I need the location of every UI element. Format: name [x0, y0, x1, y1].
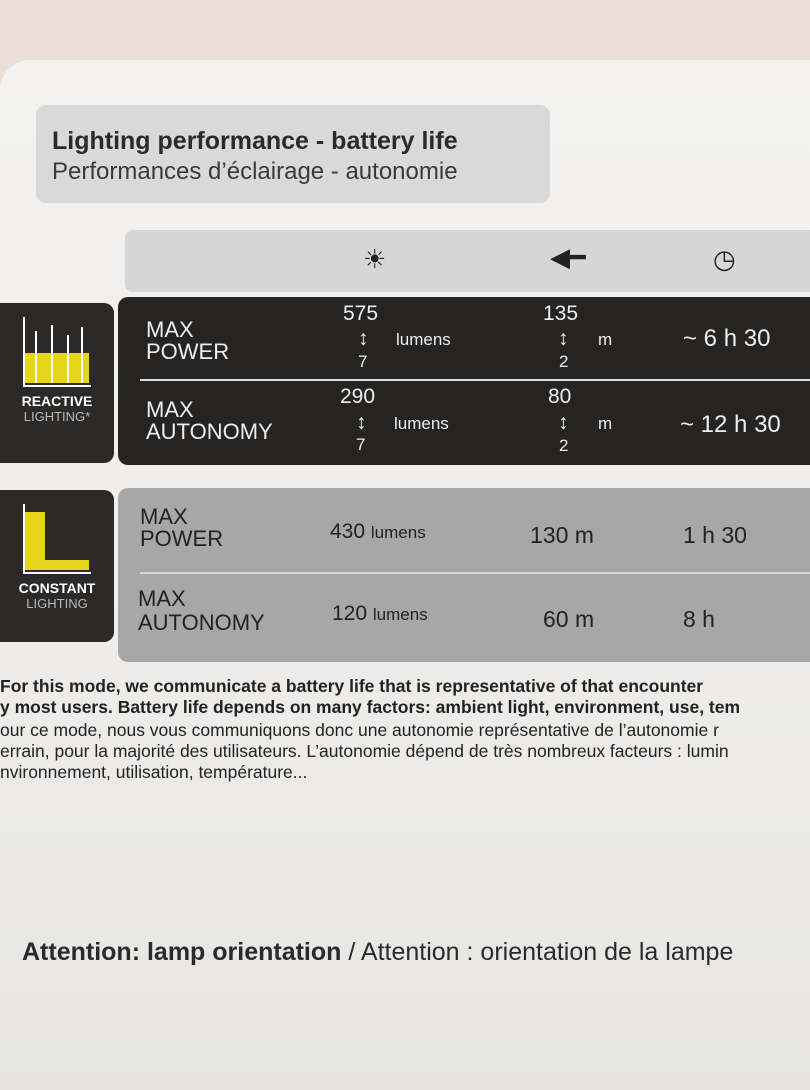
distance-max: 135 — [543, 302, 579, 325]
constant-label: CONSTANT — [18, 580, 96, 596]
reactive-chart-icon — [21, 317, 93, 387]
battery-note: For this mode, we communicate a battery … — [0, 676, 810, 783]
attention-en: Attention: lamp orientation — [22, 938, 342, 966]
row-label: POWER — [140, 526, 224, 551]
note-fr-line: our ce mode, nous vous communiquons donc… — [0, 720, 719, 740]
column-header: ☀ ◀━ ◷ — [125, 230, 810, 292]
table-row: MAX AUTONOMY 120 lumens 60 m 8 h — [118, 574, 810, 656]
title-fr: Performances d’éclairage - autonomie — [52, 158, 458, 185]
row-label: AUTONOMY — [138, 610, 265, 635]
battery-time: 8 h — [683, 606, 715, 632]
clock-icon: ◷ — [713, 244, 736, 274]
unit: lumens — [394, 414, 449, 433]
divider — [140, 379, 810, 381]
constant-chart-icon — [21, 504, 93, 574]
distance-value: 130 m — [530, 522, 594, 548]
distance-value: 60 m — [543, 606, 595, 632]
beam-distance-icon: ◀━ — [550, 242, 586, 272]
reactive-sublabel: LIGHTING* — [23, 409, 91, 424]
constant-sublabel: LIGHTING — [26, 596, 88, 611]
table-row: MAX AUTONOMY 290 ↕ lumens 7 80 ↕ m 2 ~ 1… — [118, 381, 810, 463]
lumens-max: 290 — [340, 385, 376, 408]
row-label: POWER — [146, 339, 230, 364]
distance-min: 2 — [559, 436, 569, 455]
constant-table: MAX POWER 430 lumens 130 m 1 h 30 MAX AU… — [118, 488, 810, 662]
distance-max: 80 — [548, 385, 572, 408]
battery-time: 1 h 30 — [683, 522, 747, 548]
unit: lumens — [396, 330, 451, 349]
battery-time: ~ 12 h 30 — [680, 411, 781, 438]
constant-lighting-badge: CONSTANT LIGHTING — [0, 490, 114, 642]
lumens-value: 430 — [330, 520, 366, 543]
range-arrow-icon: ↕ — [356, 411, 367, 434]
divider — [140, 572, 810, 574]
brightness-icon: ☀ — [363, 244, 387, 274]
note-en-line: For this mode, we communicate a battery … — [0, 676, 704, 696]
title-en: Lighting performance - battery life — [52, 127, 458, 155]
lumens-min: 7 — [358, 352, 368, 371]
lumens-max: 575 — [343, 302, 379, 325]
table-row: MAX POWER 430 lumens 130 m 1 h 30 — [118, 488, 810, 570]
note-fr-line: nvironnement, utilisation, température..… — [0, 762, 308, 782]
table-row: MAX POWER 575 ↕ lumens 7 135 ↕ m 2 ~ 6 h… — [118, 297, 810, 379]
lumens-min: 7 — [356, 435, 366, 454]
lumens-value: 120 — [332, 602, 368, 625]
reactive-label: REACTIVE — [21, 393, 93, 409]
separator: / — [341, 938, 361, 966]
title-box: Lighting performance - battery life Perf… — [36, 105, 550, 203]
row-label: MAX — [140, 504, 188, 529]
row-label: AUTONOMY — [146, 419, 273, 444]
note-fr-line: errain, pour la majorité des utilisateur… — [0, 741, 729, 761]
unit: m — [598, 414, 613, 433]
unit: m — [598, 330, 613, 349]
distance-min: 2 — [559, 352, 569, 371]
battery-time: ~ 6 h 30 — [683, 325, 771, 352]
row-label: MAX — [138, 586, 186, 611]
reactive-lighting-badge: REACTIVE LIGHTING* — [0, 303, 114, 463]
note-en-line: y most users. Battery life depends on ma… — [0, 697, 741, 717]
row-label: MAX — [146, 397, 194, 422]
range-arrow-icon: ↕ — [558, 327, 569, 350]
row-label: MAX — [146, 317, 194, 342]
range-arrow-icon: ↕ — [558, 411, 569, 434]
attention-heading: Attention: lamp orientation / Attention … — [22, 938, 733, 967]
reactive-table: MAX POWER 575 ↕ lumens 7 135 ↕ m 2 ~ 6 h… — [118, 297, 810, 465]
unit: lumens — [370, 523, 426, 542]
range-arrow-icon: ↕ — [358, 327, 369, 350]
unit: lumens — [372, 605, 428, 624]
attention-fr: Attention : orientation de la lampe — [360, 938, 734, 966]
